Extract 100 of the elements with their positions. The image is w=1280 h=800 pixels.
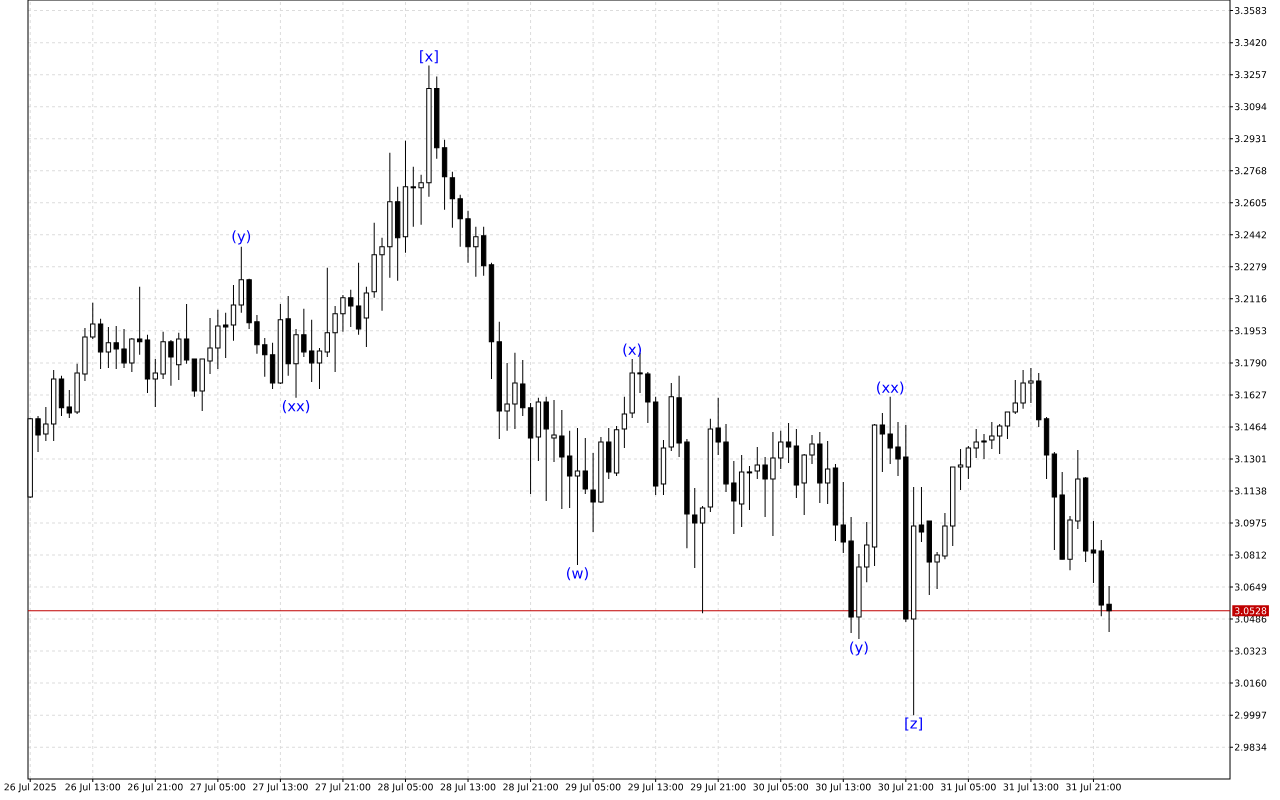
candlestick <box>715 397 721 456</box>
candlestick <box>512 352 518 430</box>
x-tick-label: 27 Jul 21:00 <box>315 783 371 793</box>
candlestick <box>809 434 815 465</box>
y-tick-label: 3.1790 <box>1234 359 1267 367</box>
candlestick <box>316 347 323 390</box>
candlestick <box>621 396 628 449</box>
y-tick-label: 3.3420 <box>1234 39 1267 47</box>
candlestick <box>895 421 901 477</box>
x-tick-label: 26 Jul 21:00 <box>128 783 183 793</box>
y-tick-label: 3.1138 <box>1234 487 1267 495</box>
candlestick <box>355 262 362 336</box>
y-tick-label: 3.1953 <box>1234 327 1267 335</box>
candlestick <box>770 431 776 537</box>
candlestick <box>207 317 213 375</box>
candlestick <box>183 303 190 365</box>
annotation: (y) <box>850 641 868 656</box>
candlestick <box>989 421 995 450</box>
x-tick-label: 29 Jul 05:00 <box>565 783 621 793</box>
candlestick <box>551 399 557 463</box>
candlestick <box>1004 411 1011 440</box>
y-tick-label: 3.2442 <box>1234 231 1266 239</box>
candlestick <box>418 174 424 226</box>
candlestick <box>340 294 346 333</box>
candlestick <box>918 486 925 543</box>
candlestick <box>348 289 354 328</box>
x-tick-label: 28 Jul 13:00 <box>440 783 496 793</box>
x-tick-label: 30 Jul 05:00 <box>753 783 809 793</box>
x-tick-label: 27 Jul 05:00 <box>190 783 246 793</box>
candlestick <box>1020 369 1026 410</box>
y-tick-label: 3.0160 <box>1234 679 1267 687</box>
candlestick <box>566 430 573 509</box>
candlestick <box>449 171 456 229</box>
candlestick <box>692 487 698 569</box>
y-tick-label: 3.0323 <box>1234 647 1267 655</box>
candlestick <box>301 308 307 358</box>
x-tick-label: 29 Jul 21:00 <box>690 783 746 793</box>
annotation: [z] <box>905 717 922 731</box>
y-tick-label: 3.2605 <box>1234 199 1267 207</box>
annotation: [x] <box>420 50 438 64</box>
candlestick <box>473 226 479 278</box>
candlestick <box>136 286 143 356</box>
candlestick <box>590 452 596 533</box>
candlestick <box>746 465 753 511</box>
candlestick <box>840 481 846 554</box>
y-tick-label: 3.1627 <box>1234 391 1267 399</box>
y-tick-label: 3.0486 <box>1234 615 1267 623</box>
x-tick-label: 29 Jul 13:00 <box>628 783 683 793</box>
candlestick <box>129 337 135 373</box>
y-tick-label: 3.3583 <box>1234 7 1267 15</box>
y-tick-label: 3.0812 <box>1234 551 1266 559</box>
candlestick <box>574 427 581 566</box>
annotation: (w) <box>567 567 588 581</box>
candlestick <box>778 430 784 470</box>
annotation: (x) <box>623 343 641 357</box>
candlestick <box>35 415 41 453</box>
candlestick <box>254 314 260 355</box>
candlestick <box>66 389 72 419</box>
candlestick <box>121 328 127 369</box>
candlestick <box>457 194 463 248</box>
x-tick-label: 31 Jul 13:00 <box>1003 783 1059 793</box>
candlestick <box>1090 520 1097 584</box>
candlestick <box>731 460 737 535</box>
candlestick <box>754 446 760 480</box>
candlestick <box>215 309 221 370</box>
y-tick-label: 3.1464 <box>1234 423 1267 431</box>
y-tick-label: 3.3094 <box>1234 103 1267 111</box>
annotation: (xx) <box>877 381 904 395</box>
y-tick-label: 3.3257 <box>1234 71 1267 79</box>
y-tick-label: 3.2768 <box>1234 167 1267 175</box>
y-tick-label: 3.0975 <box>1234 519 1267 527</box>
y-tick-label: 3.2279 <box>1234 263 1267 271</box>
candlestick <box>113 325 119 370</box>
x-tick-label: 31 Jul 05:00 <box>941 783 996 793</box>
x-tick-label: 26 Jul 13:00 <box>65 783 121 793</box>
x-tick-label: 31 Jul 21:00 <box>1066 783 1121 793</box>
candlestick <box>168 339 174 387</box>
annotation: (y) <box>232 230 251 245</box>
candlestick <box>332 305 338 373</box>
candlestick <box>1012 379 1018 415</box>
candlestick <box>887 396 893 465</box>
candlestick <box>762 456 768 518</box>
candlestick <box>90 302 96 340</box>
candlestick <box>996 423 1003 455</box>
candlestick <box>520 359 526 417</box>
candlestick <box>379 237 385 312</box>
candlestick <box>934 551 940 590</box>
candlestick <box>973 428 979 459</box>
y-tick-label: 3.2116 <box>1234 295 1267 303</box>
candlestick <box>559 409 565 510</box>
candlestick <box>699 505 706 614</box>
candlestick <box>230 284 237 342</box>
candlestick <box>504 362 510 432</box>
y-tick-label: 3.2931 <box>1234 135 1267 143</box>
x-tick-label: 30 Jul 21:00 <box>878 783 934 793</box>
x-tick-label: 28 Jul 05:00 <box>378 783 433 793</box>
y-tick-label: 3.0649 <box>1234 583 1267 591</box>
candlestick <box>308 319 315 383</box>
x-tick-label: 30 Jul 13:00 <box>816 783 871 793</box>
candlestick <box>965 445 972 480</box>
